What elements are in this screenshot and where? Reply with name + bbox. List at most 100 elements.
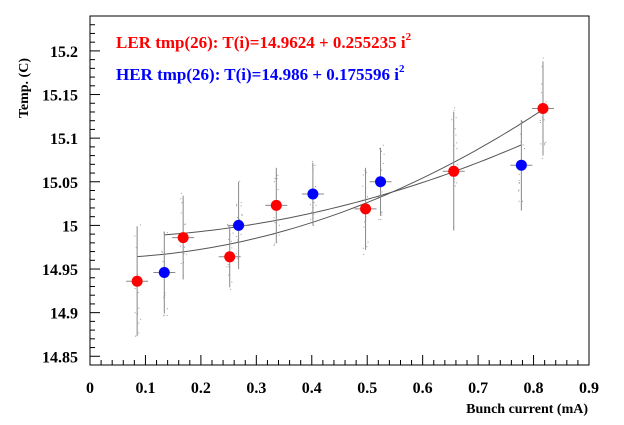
- raw-sample-dot: [380, 218, 382, 220]
- raw-sample-dot: [230, 240, 232, 242]
- y-tick-label: 14.95: [42, 262, 78, 279]
- raw-sample-dot: [277, 174, 279, 176]
- error-bars: [126, 61, 554, 337]
- x-axis-title: Bunch current (mA): [466, 402, 588, 417]
- raw-sample-dot: [367, 241, 369, 243]
- x-tick-label: 0.9: [579, 380, 599, 397]
- raw-sample-dot: [239, 180, 241, 182]
- raw-sample-dot: [315, 204, 317, 206]
- raw-sample-dot: [137, 292, 139, 294]
- raw-sample-dot: [539, 122, 541, 124]
- raw-sample-dot: [456, 142, 458, 144]
- raw-sample-dot: [238, 218, 240, 220]
- raw-sample-dot: [456, 164, 458, 166]
- y-axis-title: Temp. (C): [17, 58, 32, 118]
- raw-sample-dot: [140, 318, 142, 320]
- raw-sample-dot: [231, 281, 233, 283]
- raw-sample-dot: [273, 244, 275, 246]
- raw-sample-dot: [381, 211, 383, 213]
- raw-sample-dot: [226, 266, 228, 268]
- raw-sample-dot: [166, 232, 168, 234]
- raw-sample-dot: [274, 178, 276, 180]
- raw-sample-dot: [544, 144, 546, 146]
- x-tick-label: 0.2: [191, 380, 211, 397]
- fit-curve-ler: [137, 109, 544, 258]
- raw-sample-dot: [520, 133, 522, 135]
- fit-curves: [137, 109, 544, 258]
- raw-sample-dot: [367, 196, 369, 198]
- raw-sample-dot: [166, 315, 168, 317]
- raw-sample-dot: [240, 205, 242, 207]
- raw-sample-dot: [311, 161, 313, 163]
- raw-sample-dot: [241, 213, 243, 215]
- raw-sample-dot: [378, 218, 380, 220]
- raw-sample-dot: [313, 201, 315, 203]
- raw-sample-dot: [454, 107, 456, 109]
- raw-sample-dot: [274, 222, 276, 224]
- raw-sample-dot: [456, 148, 458, 150]
- x-tick-label: 0.6: [413, 380, 433, 397]
- raw-sample-dot: [237, 258, 239, 260]
- raw-sample-dot: [138, 307, 140, 309]
- raw-sample-dot: [382, 162, 384, 164]
- raw-sample-dot: [237, 217, 239, 219]
- y-tick-label: 15: [62, 218, 78, 235]
- data-point-her: [233, 219, 245, 231]
- raw-sample-dot: [518, 190, 520, 192]
- raw-sample-dot: [230, 288, 232, 290]
- legend-entry-her: HER tmp(26): T(i)=14.986 + 0.175596 i2: [116, 63, 405, 84]
- raw-sample-dot: [228, 266, 230, 268]
- raw-sample-dot: [314, 164, 316, 166]
- raw-sample-dot: [540, 92, 542, 94]
- raw-sample-dot: [180, 192, 182, 194]
- raw-sample-dot: [454, 185, 456, 187]
- raw-sample-dot: [237, 239, 239, 241]
- raw-sample-dot: [228, 274, 230, 276]
- raw-sample-dot: [138, 322, 140, 324]
- raw-sample-dot: [273, 233, 275, 235]
- raw-sample-dot: [381, 169, 383, 171]
- raw-sample-dot: [232, 232, 234, 234]
- x-tick-label: 0.8: [524, 380, 544, 397]
- data-point-her: [158, 267, 170, 279]
- raw-sample-dot: [228, 226, 230, 228]
- raw-sample-dot: [236, 235, 238, 237]
- data-point-ler: [131, 275, 143, 287]
- raw-sample-dot: [180, 212, 182, 214]
- raw-sample-dot: [541, 66, 543, 68]
- data-points: [131, 102, 549, 287]
- raw-sample-dot: [180, 245, 182, 247]
- raw-sample-dot: [523, 148, 525, 150]
- x-tick-label: 0.3: [246, 380, 266, 397]
- x-tick-label: 0.7: [468, 380, 488, 397]
- raw-sample-dot: [236, 203, 238, 205]
- raw-sample-dot: [455, 117, 457, 119]
- raw-sample-dot: [454, 128, 456, 130]
- raw-sample-dot: [163, 314, 165, 316]
- raw-sample-dot: [379, 148, 381, 150]
- raw-sample-dot: [365, 172, 367, 174]
- raw-sample-dot: [166, 308, 168, 310]
- raw-sample-dot: [278, 234, 280, 236]
- raw-sample-dot: [311, 211, 313, 213]
- data-point-ler: [360, 203, 372, 215]
- raw-sample-dot: [183, 253, 185, 255]
- raw-sample-dot: [183, 246, 185, 248]
- raw-sample-dot: [363, 226, 365, 228]
- raw-sample-dot: [273, 217, 275, 219]
- raw-sample-dot: [381, 214, 383, 216]
- raw-sample-dot: [184, 224, 186, 226]
- raw-sample-dot: [134, 312, 136, 314]
- raw-sample-dot: [543, 119, 545, 121]
- y-tick-label: 14.9: [50, 306, 78, 323]
- raw-sample-dot: [518, 179, 520, 181]
- y-tick-label: 15.15: [42, 88, 78, 105]
- raw-sample-dot: [276, 178, 278, 180]
- raw-sample-dot: [362, 174, 364, 176]
- raw-sample-dot: [140, 224, 142, 226]
- raw-sample-dot: [186, 253, 188, 255]
- raw-sample-dot: [228, 238, 230, 240]
- raw-sample-dot: [380, 150, 382, 152]
